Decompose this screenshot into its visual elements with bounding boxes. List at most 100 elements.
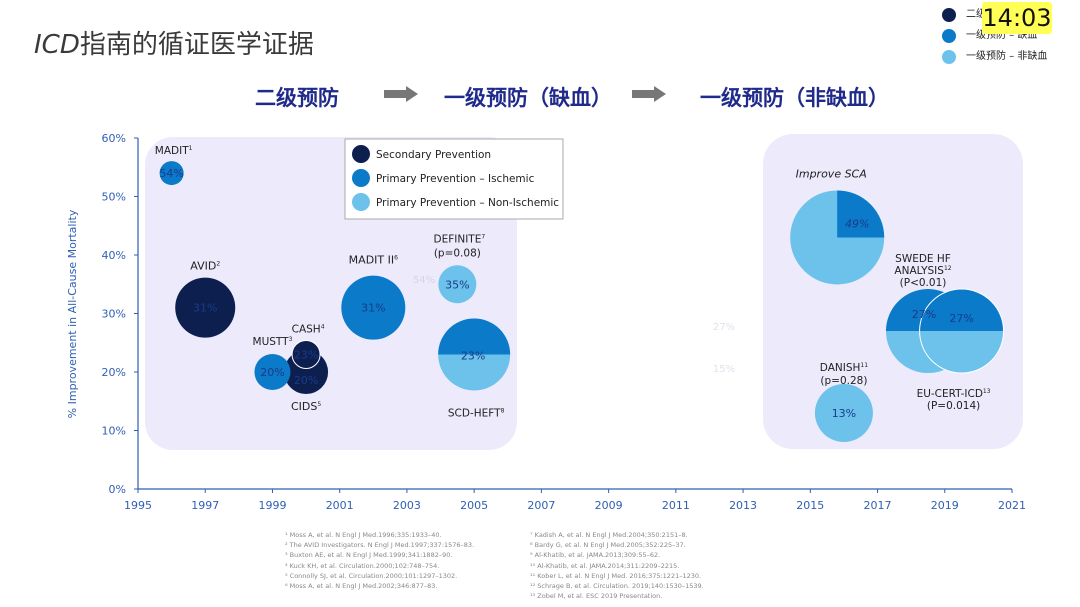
top-right-legend: 二级 一级预防 – 缺血 一级预防 – 非缺血 bbox=[942, 6, 1072, 69]
trial-label-madit: MADIT1 bbox=[155, 145, 193, 157]
reference: ⁹ Al-Khatib, et al. JAMA.2013;309:55–62. bbox=[530, 551, 661, 560]
data-label: 31% bbox=[361, 302, 385, 315]
bubble-chart: 1995 1997 1999 2001 2003 2005 2007 2009 2011 2013… bbox=[66, 132, 1026, 512]
data-point-scd-heft bbox=[438, 354, 511, 391]
data-point-scd-heft bbox=[438, 318, 511, 355]
reference: ¹³ Zobel M, et al. ESC 2019 Presentation… bbox=[530, 592, 663, 601]
reference: ⁵ Connolly SJ, et al. Circulation.2000;1… bbox=[285, 571, 458, 580]
data-label: 49% bbox=[845, 217, 869, 230]
reference: ¹¹ Kober L, et al. N Engl J Med. 2016;37… bbox=[530, 571, 702, 580]
y-tick-label: 30% bbox=[102, 308, 126, 321]
data-label: 23% bbox=[294, 348, 318, 361]
y-axis-label: % Improvement in All-Cause Mortality bbox=[66, 209, 79, 418]
right-arrow-icon bbox=[384, 86, 418, 102]
data-point-eu-cert-icd bbox=[919, 289, 1004, 332]
reference: ⁴ Kuck KH, et al. Circulation.2000;102:7… bbox=[285, 561, 440, 570]
x-tick-label: 2005 bbox=[460, 499, 488, 512]
faint-label: 54% bbox=[413, 275, 435, 286]
trial-label-avid: AVID2 bbox=[190, 260, 220, 273]
data-point-madit-ii bbox=[341, 275, 406, 340]
trial-note-swede-hf: (P<0.01) bbox=[900, 277, 947, 289]
x-tick-label: 1999 bbox=[258, 499, 286, 512]
x-tick-label: 2019 bbox=[931, 499, 959, 512]
reference: ² The AVID Investigators. N Engl J Med.1… bbox=[285, 541, 475, 550]
data-label: 20% bbox=[294, 374, 318, 387]
trial-note-eu-cert-icd: (P=0.014) bbox=[927, 400, 980, 412]
y-tick-label: 10% bbox=[102, 425, 126, 438]
data-point-definite bbox=[438, 265, 477, 304]
reference: ³ Buxton AE, et al. N Engl J Med.1999;34… bbox=[285, 551, 453, 560]
legend-marker bbox=[352, 193, 370, 211]
x-tick-label: 1995 bbox=[124, 499, 152, 512]
clock-overlay: 14:03 bbox=[982, 2, 1052, 34]
legend-box bbox=[344, 138, 564, 220]
trial-label-eu-cert-icd: EU-CERT-ICD13 bbox=[917, 388, 991, 400]
reference: ⁶ Moss A, et al. N Engl J Med.2002;346:8… bbox=[285, 582, 438, 591]
x-tick-label: 2003 bbox=[393, 499, 421, 512]
trial-note-definite: (p=0.08) bbox=[434, 247, 481, 259]
legend-item-ischemic: 一级预防 – 缺血 bbox=[942, 27, 1072, 48]
trial-label-improve-sca: Improve SCA bbox=[796, 167, 867, 180]
x-tick-label: 2009 bbox=[595, 499, 623, 512]
trial-label-swede-hf: SWEDE HF bbox=[895, 253, 951, 265]
references-left: ¹ Moss A, et al. N Engl J Med.1996;335:1… bbox=[285, 530, 474, 591]
trial-label-cash: CASH4 bbox=[292, 323, 325, 335]
x-tick-label: 2001 bbox=[326, 499, 354, 512]
y-tick-label: 60% bbox=[102, 132, 126, 145]
data-label: 13% bbox=[832, 407, 856, 420]
x-tick-label: 2007 bbox=[527, 499, 555, 512]
flow-step-nonischemic: 一级预防（非缺血） bbox=[700, 86, 889, 110]
region-right bbox=[763, 134, 1023, 449]
legend-marker bbox=[352, 169, 370, 187]
data-point-eu-cert-icd-outline bbox=[919, 331, 1005, 374]
trial-label-mustt: MUSTT3 bbox=[253, 336, 293, 348]
faint-label: 15% bbox=[713, 364, 735, 375]
references-right: ⁷ Kadish A, et al. N Engl J Med.2004;350… bbox=[530, 530, 704, 601]
trial-label-danish: DANISH11 bbox=[820, 362, 868, 374]
right-arrow-icon bbox=[632, 86, 666, 102]
trial-note-danish: (p=0.28) bbox=[820, 375, 867, 387]
trial-label-swede-hf: ANALYSIS12 bbox=[894, 265, 951, 277]
data-point-cash-outline bbox=[291, 339, 321, 369]
reference: ¹² Schrage B, et al. Circulation. 2019;1… bbox=[530, 582, 704, 591]
data-point-avid bbox=[175, 277, 236, 338]
data-point-cash bbox=[292, 340, 321, 369]
legend-item-nonischemic: 一级预防 – 非缺血 bbox=[942, 48, 1072, 69]
page-title: ICD指南的循证医学证据 bbox=[34, 30, 314, 60]
data-label: 31% bbox=[193, 302, 217, 315]
y-tick-label: 0% bbox=[109, 483, 126, 496]
data-point-danish bbox=[814, 383, 873, 442]
x-tick-label: 2011 bbox=[662, 499, 690, 512]
x-tick-label: 2017 bbox=[864, 499, 892, 512]
y-tick-label: 40% bbox=[102, 249, 126, 262]
data-label: 23% bbox=[461, 349, 485, 362]
data-point-improve-sca bbox=[837, 190, 885, 238]
data-point-mustt bbox=[254, 354, 291, 390]
reference: ⁸ Bardy G, et al. N Engl J Med.2005;352:… bbox=[530, 541, 686, 550]
data-label: 27% bbox=[912, 308, 936, 321]
data-label: 35% bbox=[445, 278, 469, 291]
legend-label: Secondary Prevention bbox=[376, 149, 491, 161]
data-point-eu-cert-icd bbox=[919, 331, 1004, 374]
x-tick-label: 2021 bbox=[998, 499, 1026, 512]
data-label: 20% bbox=[260, 366, 284, 379]
legend-label: Primary Prevention – Non-Ischemic bbox=[376, 197, 559, 209]
data-label: 54% bbox=[159, 167, 183, 180]
faint-label: 27% bbox=[713, 322, 735, 333]
flow-step-ischemic: 一级预防（缺血） bbox=[444, 86, 612, 110]
data-label: 27% bbox=[949, 312, 973, 325]
x-tick-label: 1997 bbox=[191, 499, 219, 512]
flow-step-secondary: 二级预防 bbox=[255, 86, 339, 110]
reference: ¹⁰ Al-Khatib, et al. JAMA.2014;311:2209–… bbox=[530, 561, 680, 570]
data-point-madit bbox=[159, 161, 184, 186]
y-tick-label: 20% bbox=[102, 366, 126, 379]
x-tick-label: 2015 bbox=[796, 499, 824, 512]
legend-label: Primary Prevention – Ischemic bbox=[376, 173, 535, 185]
legend-marker bbox=[352, 145, 370, 163]
reference: ¹ Moss A, et al. N Engl J Med.1996;335:1… bbox=[285, 531, 442, 539]
trial-label-cids: CIDS5 bbox=[291, 400, 321, 413]
y-tick-label: 50% bbox=[102, 191, 126, 204]
trial-label-scd-heft: SCD-HEFT8 bbox=[448, 407, 505, 419]
data-point-eu-cert-icd-outline bbox=[919, 288, 1005, 332]
legend-item-secondary: 二级 bbox=[942, 6, 1072, 27]
